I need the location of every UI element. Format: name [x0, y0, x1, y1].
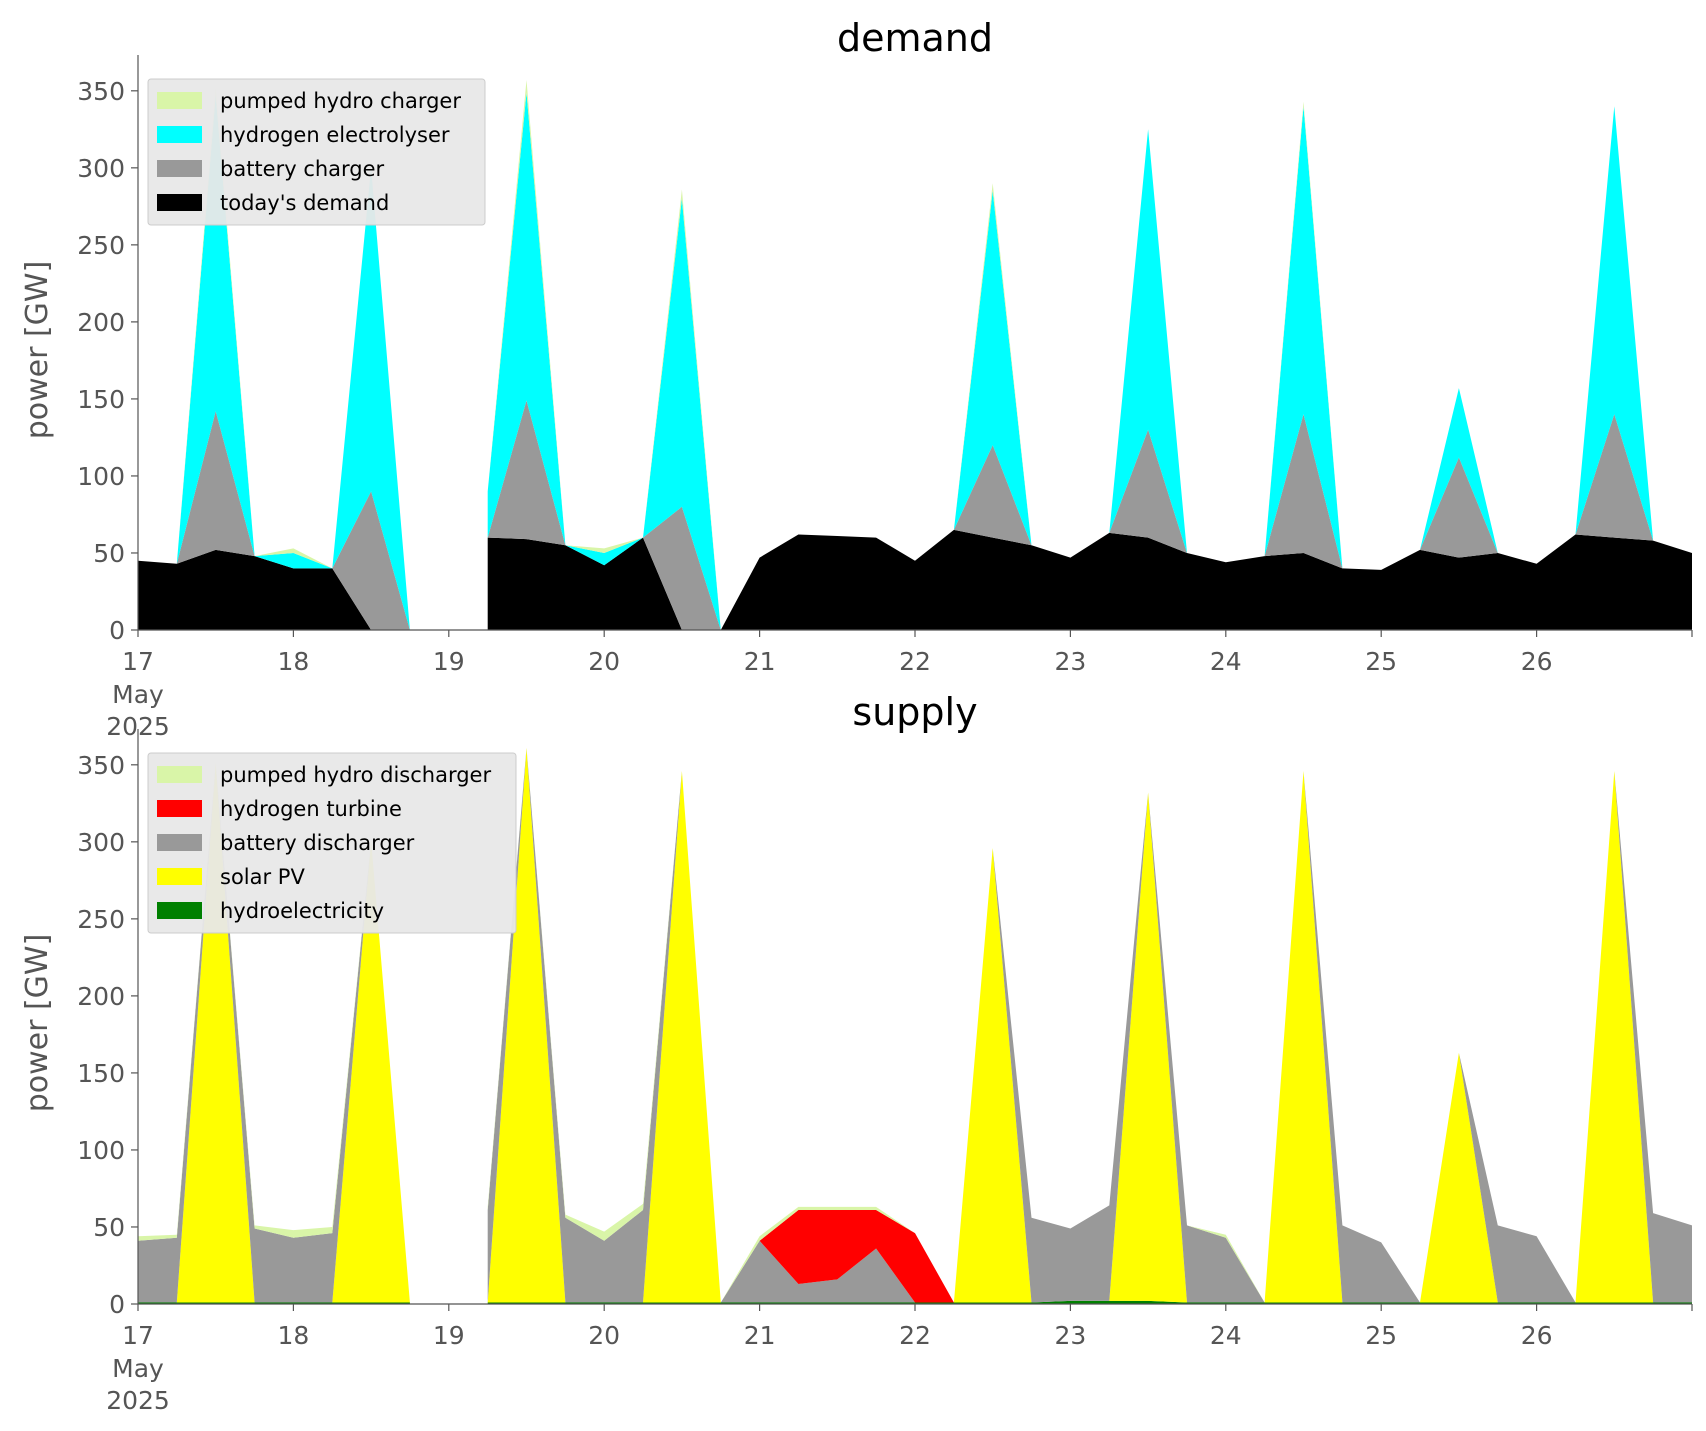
x-tick-label: 17 [122, 1321, 154, 1350]
legend-label: hydrogen electrolyser [220, 123, 450, 147]
y-tick-label: 200 [77, 982, 125, 1011]
legend: pumped hydro discharger hydrogen turbine b… [147, 752, 517, 934]
legend-label: today's demand [220, 191, 389, 215]
legend-swatch [157, 194, 202, 211]
legend-label: battery discharger [220, 831, 415, 855]
axes: 0 50 100 150 200 250 300 350 17 18 19 20 21 22 23 24 25 2… [77, 55, 1693, 741]
y-tick-label: 350 [77, 751, 125, 780]
stacked-areas [138, 80, 1693, 630]
x-tick-label: 18 [277, 647, 309, 676]
series-area-segment [487, 400, 1693, 630]
y-tick-label: 350 [77, 77, 125, 106]
x-tick-label: 26 [1521, 647, 1553, 676]
y-tick-label: 200 [77, 308, 125, 337]
x-tick-label: 21 [744, 1321, 776, 1350]
y-tick-label: 0 [109, 616, 125, 645]
x-tick-sublabel: 2025 [106, 1386, 170, 1415]
x-tick-label: 24 [1210, 1321, 1242, 1350]
y-tick-label: 150 [77, 1059, 125, 1088]
x-tick-label: 24 [1210, 647, 1242, 676]
y-tick-label: 100 [77, 1136, 125, 1165]
series-area-segment [138, 411, 410, 630]
series-area [138, 92, 1693, 630]
x-tick-label: 20 [588, 1321, 620, 1350]
series-area-segment [138, 95, 410, 630]
y-axis-label: power [GW] [20, 261, 55, 440]
legend-label: hydroelectricity [220, 899, 384, 923]
x-tick-label: 20 [588, 647, 620, 676]
x-tick-label: 26 [1521, 1321, 1553, 1350]
legend-label: battery charger [220, 157, 385, 181]
series-area-segment [487, 1300, 1693, 1304]
legend-swatch [157, 902, 202, 919]
x-tick-sublabel: May [112, 680, 164, 709]
y-tick-label: 300 [77, 154, 125, 183]
legend-box [147, 78, 486, 226]
legend-swatch [157, 92, 202, 109]
y-tick-label: 250 [77, 905, 125, 934]
y-tick-label: 300 [77, 828, 125, 857]
x-tick-sublabel: May [112, 1354, 164, 1383]
y-tick-label: 50 [93, 539, 125, 568]
legend-label: solar PV [220, 865, 305, 889]
x-tick-label: 22 [899, 647, 931, 676]
legend-label: pumped hydro discharger [220, 763, 491, 787]
x-tick-label: 19 [433, 647, 465, 676]
legend-swatch [157, 800, 202, 817]
series-area-segment [487, 747, 1693, 1303]
x-tick-label: 23 [1054, 1321, 1086, 1350]
x-tick-label: 17 [122, 647, 154, 676]
x-tick-label: 18 [277, 1321, 309, 1350]
y-tick-label: 150 [77, 385, 125, 414]
legend-swatch [157, 868, 202, 885]
series-area-segment [138, 763, 410, 1303]
x-tick-label: 19 [433, 1321, 465, 1350]
x-tick-label: 22 [899, 1321, 931, 1350]
y-axis-label: power [GW] [20, 934, 55, 1113]
y-tick-label: 250 [77, 231, 125, 260]
legend-swatch [157, 834, 202, 851]
chart-title: demand [837, 16, 993, 60]
x-tick-label: 25 [1365, 647, 1397, 676]
series-area [138, 529, 1693, 630]
x-tick-label: 21 [744, 647, 776, 676]
supply-panel: supply power [GW] 0 50 100 150 200 250 300 350 1… [20, 690, 1693, 1415]
chart-title: supply [852, 690, 977, 734]
y-tick-label: 50 [93, 1213, 125, 1242]
legend: pumped hydro charger hydrogen electrolyse… [147, 78, 486, 226]
axes: 0 50 100 150 200 250 300 350 17 18 19 20 21 22 23 24 25 2… [77, 729, 1693, 1415]
legend-label: hydrogen turbine [220, 797, 402, 821]
series-area [138, 747, 1693, 1303]
y-tick-label: 0 [109, 1290, 125, 1319]
series-area-segment [487, 529, 1693, 630]
x-tick-label: 23 [1054, 647, 1086, 676]
legend-box [147, 752, 517, 934]
series-area [138, 400, 1693, 630]
legend-swatch [157, 126, 202, 143]
series-area-segment [138, 549, 410, 630]
legend-swatch [157, 160, 202, 177]
legend-label: pumped hydro charger [220, 89, 461, 113]
legend-swatch [157, 766, 202, 783]
demand-panel: demand power [GW] 0 50 100 150 200 250 300 350 1… [20, 16, 1693, 741]
x-tick-label: 25 [1365, 1321, 1397, 1350]
y-tick-label: 100 [77, 462, 125, 491]
